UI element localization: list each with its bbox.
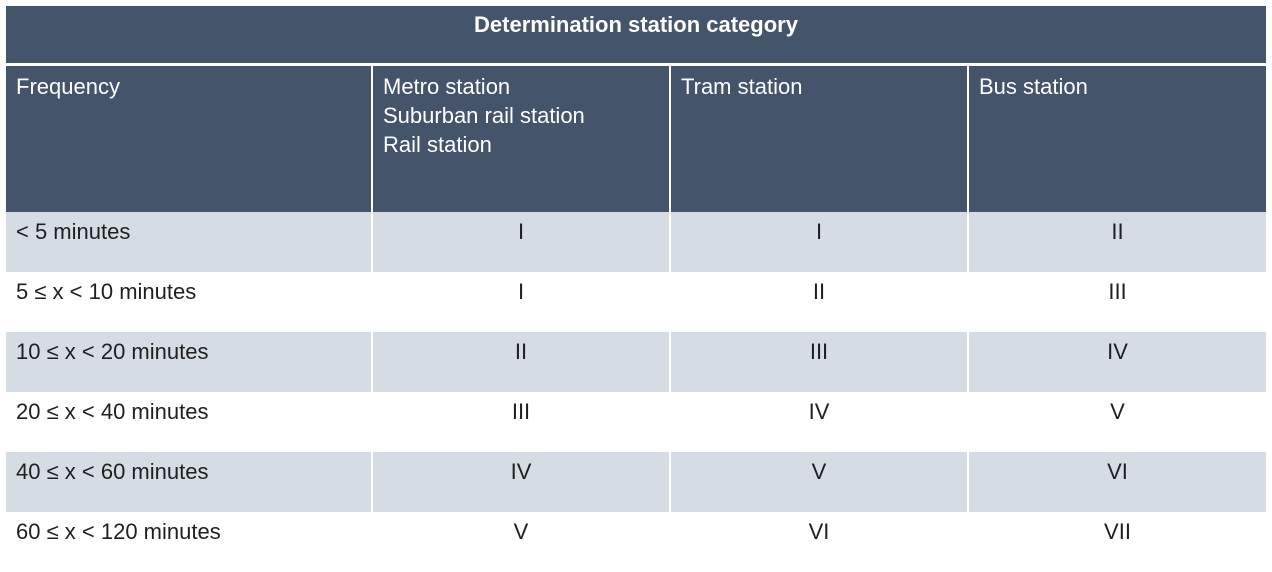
metro-cell: I bbox=[371, 212, 670, 272]
metro-cell: IV bbox=[371, 452, 670, 512]
tram-cell: VI bbox=[669, 512, 968, 572]
bus-cell: III bbox=[967, 272, 1266, 332]
header-metro: Metro station Suburban rail station Rail… bbox=[371, 66, 670, 212]
bus-cell: V bbox=[967, 392, 1266, 452]
tram-cell: I bbox=[669, 212, 968, 272]
table-row: 5 ≤ x < 10 minutes I II III bbox=[6, 272, 1266, 332]
table-row: 40 ≤ x < 60 minutes IV V VI bbox=[6, 452, 1266, 512]
header-bus: Bus station bbox=[967, 66, 1266, 212]
frequency-cell: 10 ≤ x < 20 minutes bbox=[6, 332, 372, 392]
table-row: 60 ≤ x < 120 minutes V VI VII bbox=[6, 512, 1266, 572]
table-row: 10 ≤ x < 20 minutes II III IV bbox=[6, 332, 1266, 392]
header-suburban-line: Suburban rail station bbox=[383, 103, 585, 128]
metro-cell: III bbox=[371, 392, 670, 452]
frequency-cell: < 5 minutes bbox=[6, 212, 372, 272]
frequency-cell: 60 ≤ x < 120 minutes bbox=[6, 512, 372, 572]
header-frequency: Frequency bbox=[6, 66, 372, 212]
table-title: Determination station category bbox=[6, 6, 1266, 63]
tram-cell: V bbox=[669, 452, 968, 512]
station-category-table: Frequency Metro station Suburban rail st… bbox=[6, 66, 1266, 572]
metro-cell: I bbox=[371, 272, 670, 332]
bus-cell: VI bbox=[967, 452, 1266, 512]
tram-cell: II bbox=[669, 272, 968, 332]
table-row: 20 ≤ x < 40 minutes III IV V bbox=[6, 392, 1266, 452]
frequency-cell: 40 ≤ x < 60 minutes bbox=[6, 452, 372, 512]
header-metro-line: Metro station bbox=[383, 74, 511, 99]
tram-cell: IV bbox=[669, 392, 968, 452]
header-rail-line: Rail station bbox=[383, 132, 492, 157]
bus-cell: IV bbox=[967, 332, 1266, 392]
table-row: < 5 minutes I I II bbox=[6, 212, 1266, 272]
header-tram: Tram station bbox=[669, 66, 968, 212]
frequency-cell: 5 ≤ x < 10 minutes bbox=[6, 272, 372, 332]
bus-cell: II bbox=[967, 212, 1266, 272]
metro-cell: II bbox=[371, 332, 670, 392]
tram-cell: III bbox=[669, 332, 968, 392]
metro-cell: V bbox=[371, 512, 670, 572]
bus-cell: VII bbox=[967, 512, 1266, 572]
frequency-cell: 20 ≤ x < 40 minutes bbox=[6, 392, 372, 452]
header-row: Frequency Metro station Suburban rail st… bbox=[6, 66, 1266, 212]
